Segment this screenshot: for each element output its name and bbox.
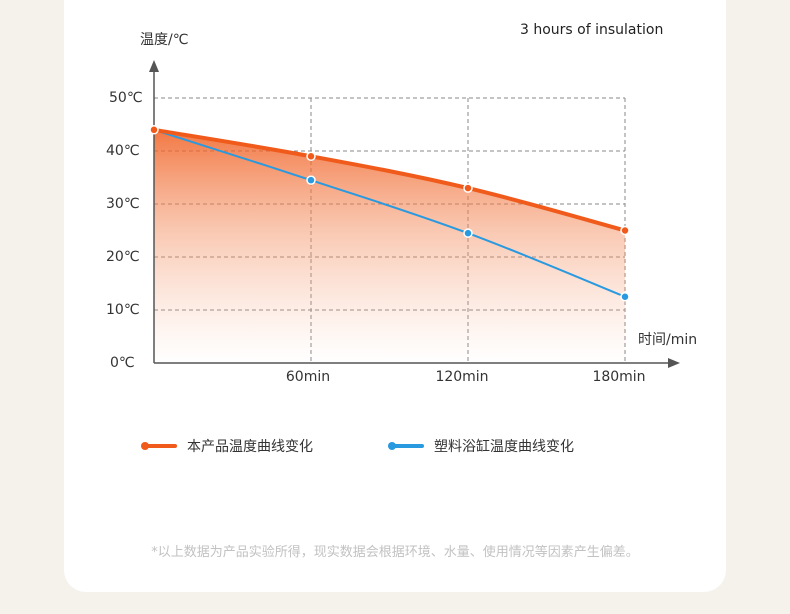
point-series-1-120 — [463, 228, 473, 238]
legend-label-plastic: 塑料浴缸温度曲线变化 — [434, 439, 574, 455]
points — [149, 125, 630, 302]
point-series-0-60 — [306, 151, 316, 162]
area-fill — [154, 129, 625, 363]
x-axis-arrow — [668, 358, 680, 368]
series-line-1 — [153, 128, 626, 298]
legend-swatch-plastic — [388, 442, 424, 450]
axes — [149, 60, 680, 368]
point-series-0-0 — [149, 125, 159, 135]
x-tick-60: 60min — [285, 369, 331, 385]
y-tick-10: 10℃ — [106, 302, 140, 318]
legend-swatch-product — [141, 442, 177, 450]
series — [152, 127, 627, 298]
y-axis-label: 温度/℃ — [140, 32, 189, 48]
y-tick-50: 50℃ — [109, 90, 143, 106]
footnote: *以上数据为产品实验所得，现实数据会根据环境、水量、使用情况等因素产生偏差。 — [151, 545, 639, 560]
x-axis-label: 时间/min — [638, 332, 698, 348]
y-tick-20: 20℃ — [106, 249, 140, 265]
x-tick-180: 180min — [592, 369, 646, 385]
point-series-0-120 — [463, 183, 473, 193]
x-tick-120: 120min — [435, 369, 489, 385]
series-line-0 — [152, 127, 627, 233]
y-axis-arrow — [149, 60, 159, 72]
legend-item-plastic: 塑料浴缸温度曲线变化 — [388, 436, 574, 456]
point-series-1-60 — [306, 175, 316, 185]
y-tick-30: 30℃ — [106, 196, 140, 212]
y-tick-0: 0℃ — [110, 355, 135, 371]
legend-item-product: 本产品温度曲线变化 — [141, 436, 313, 456]
legend-dot-product — [141, 442, 149, 450]
chart-title: 3 hours of insulation — [520, 22, 664, 38]
legend-dot-plastic — [388, 442, 396, 450]
area-series-0 — [154, 129, 625, 363]
y-tick-40: 40℃ — [106, 143, 140, 159]
legend-label-product: 本产品温度曲线变化 — [187, 439, 313, 455]
point-series-0-180 — [620, 225, 630, 236]
point-series-1-180 — [620, 292, 630, 302]
